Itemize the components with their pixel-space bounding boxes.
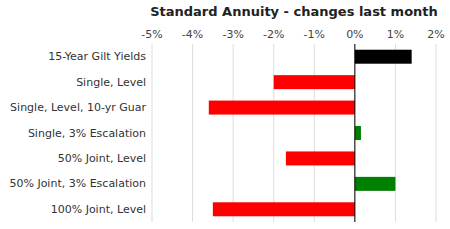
category-label: Single, Level bbox=[76, 76, 146, 89]
grid-line bbox=[436, 44, 437, 222]
grid-line bbox=[192, 44, 193, 222]
x-tick-label: 0% bbox=[346, 28, 363, 41]
bars bbox=[209, 50, 412, 217]
grid bbox=[152, 44, 436, 222]
category-label: 15-Year Gilt Yields bbox=[48, 50, 146, 63]
baseline bbox=[354, 44, 355, 222]
category-label: 50% Joint, 3% Escalation bbox=[9, 177, 146, 190]
x-tick-label: -5% bbox=[141, 28, 162, 41]
bar bbox=[209, 101, 355, 115]
grid-line bbox=[152, 44, 153, 222]
title: Standard Annuity - changes last month bbox=[150, 4, 438, 19]
category-label: 50% Joint, Level bbox=[58, 152, 146, 165]
grid-line bbox=[314, 44, 315, 222]
category-label: Single, Level, 10-yr Guar bbox=[10, 101, 146, 114]
bar bbox=[355, 177, 396, 191]
x-tick-label: -3% bbox=[222, 28, 243, 41]
x-tick-label: 2% bbox=[427, 28, 444, 41]
x-tick-label: -4% bbox=[182, 28, 203, 41]
grid-line bbox=[354, 44, 355, 222]
bar bbox=[274, 75, 355, 89]
bar bbox=[355, 126, 361, 140]
x-tick-label: -2% bbox=[263, 28, 284, 41]
category-label: Single, 3% Escalation bbox=[28, 127, 146, 140]
bar bbox=[213, 202, 355, 216]
grid-line bbox=[273, 44, 274, 222]
bar bbox=[286, 151, 355, 165]
x-tick-label: 1% bbox=[387, 28, 404, 41]
chart: Standard Annuity - changes last month -5%… bbox=[0, 0, 450, 229]
bar bbox=[355, 50, 412, 64]
grid-line bbox=[233, 44, 234, 222]
category-label: 100% Joint, Level bbox=[51, 203, 146, 216]
grid-line bbox=[395, 44, 396, 222]
x-tick-label: -1% bbox=[304, 28, 325, 41]
